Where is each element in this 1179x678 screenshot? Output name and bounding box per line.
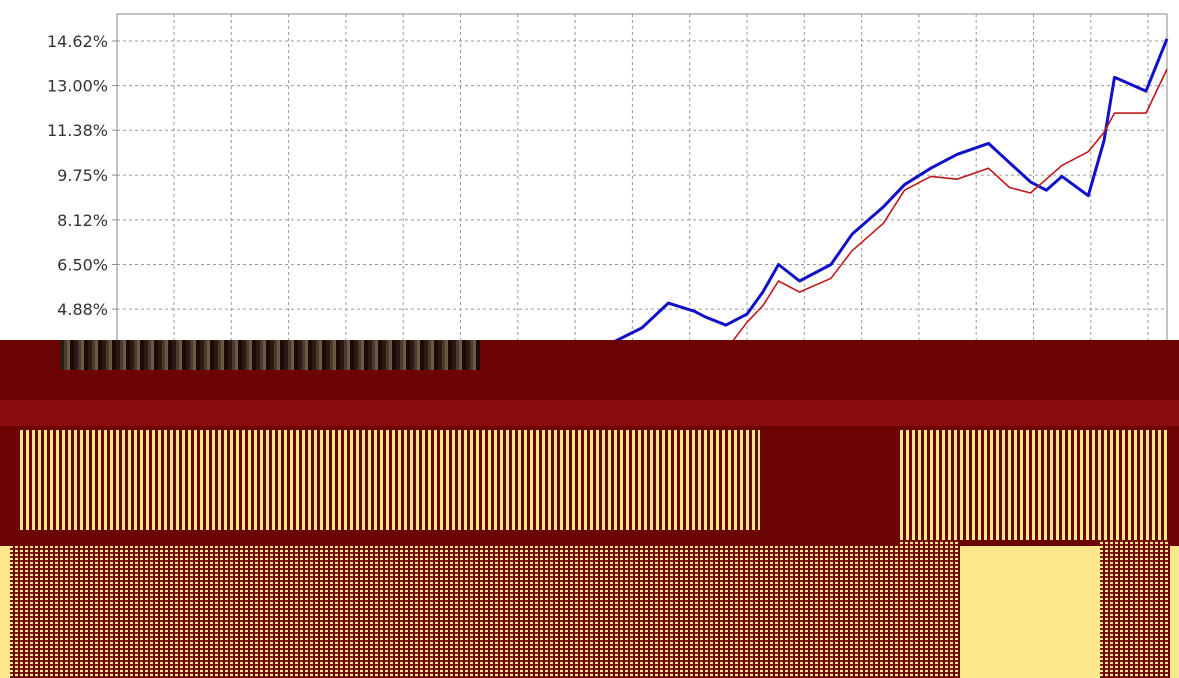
y-tick-label: 6.50% (57, 256, 108, 275)
y-tick-label: 4.88% (57, 300, 108, 319)
y-tick-label: 8.12% (57, 211, 108, 230)
corrupted-image-region (0, 340, 1179, 678)
y-tick-label: 14.62% (47, 32, 108, 51)
corrupted-checker (1100, 540, 1170, 678)
corrupted-stripes (900, 430, 1170, 540)
y-tick-label: 11.38% (47, 121, 108, 140)
corrupted-band (0, 400, 1179, 426)
corrupted-noise (60, 340, 480, 370)
corrupted-checker (10, 546, 900, 678)
y-tick-label: 9.75% (57, 166, 108, 185)
series-line-1 (588, 38, 1169, 356)
corrupted-checker (900, 540, 960, 678)
corrupted-stripes (20, 430, 760, 530)
corrupted-band (0, 370, 1179, 400)
y-tick-label: 13.00% (47, 77, 108, 96)
series-line-2 (725, 68, 1168, 351)
